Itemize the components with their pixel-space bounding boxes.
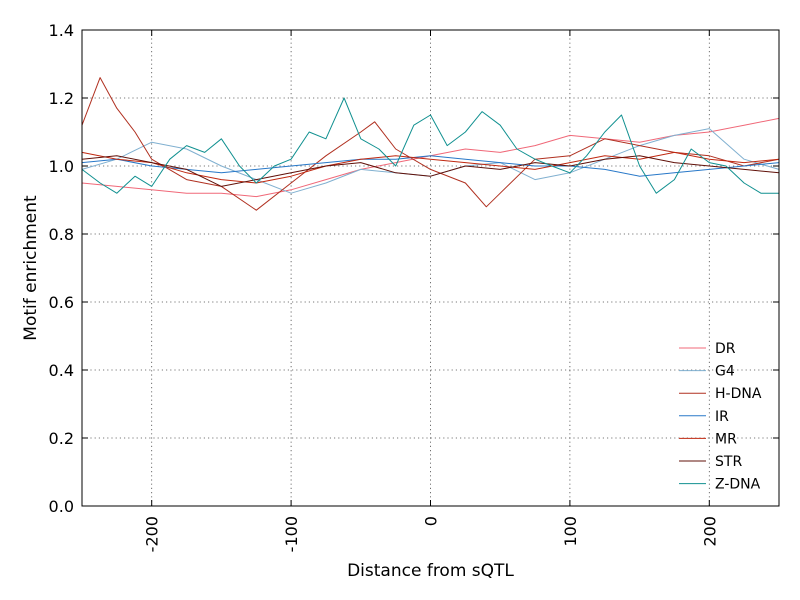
series-line-z-dna [81,97,779,194]
legend-entry: MR [715,431,737,447]
y-axis-label: Motif enrichment [21,195,41,341]
axis-ticks: 0.0 0.2 0.4 0.6 0.8 1.0 1.2 1.4 -200 -100 0 100 200 [49,21,779,552]
y-tick-label: 0.8 [49,225,74,244]
y-tick-label: 1.4 [49,21,74,40]
series-line-ir [81,155,780,177]
y-tick-label: 0.0 [49,497,74,516]
y-tick-label: 1.0 [49,157,74,176]
legend-entry: IR [715,409,729,425]
x-tick-label: 0 [422,516,441,526]
legend-entry: DR [715,341,736,357]
x-tick-label: -100 [282,516,301,552]
x-tick-label: 100 [561,516,580,547]
y-tick-label: 0.6 [49,293,74,312]
y-tick-label: 1.2 [49,89,74,108]
x-tick-label: 200 [700,516,719,547]
x-axis-label: Distance from sQTL [347,561,514,581]
series-line-h-dna [81,77,780,211]
x-tick-label: -200 [143,516,162,552]
legend: DR G4 H-DNA IR MR STR Z-DNA [679,341,762,493]
legend-entry: G4 [715,364,735,380]
y-tick-label: 0.2 [49,429,74,448]
series-line-dr [81,117,780,198]
y-tick-label: 0.4 [49,361,74,380]
legend-entry: STR [715,454,742,470]
series-line-str [81,155,780,187]
legend-entry: Z-DNA [715,477,761,493]
grid [82,30,779,506]
legend-entry: H-DNA [715,386,762,402]
series-lines [81,77,780,211]
